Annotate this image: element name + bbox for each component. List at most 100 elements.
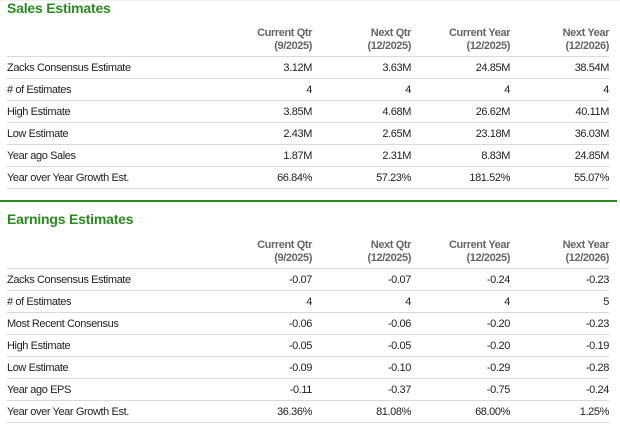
row-value: 66.84% (277, 171, 312, 184)
row-value: 36.03M (574, 127, 610, 140)
row-value: -0.24 (585, 383, 609, 396)
column-header-label: Next Qtr (370, 27, 412, 39)
row-value: 3.63M (382, 61, 411, 74)
column-header-period: (9/2025) (274, 40, 312, 52)
row-value: 4 (504, 295, 510, 308)
row-value: 4.68M (382, 105, 411, 118)
sales-estimates-table: Current Qtr (9/2025) Next Qtr (12/2025) Curr… (7, 24, 609, 189)
row-value: -0.07 (288, 273, 312, 286)
column-header-period: (12/2025) (367, 40, 412, 52)
column-header-label: Current Year (448, 239, 510, 251)
row-value: 4 (306, 295, 312, 308)
column-header: Next Year (12/2026) (510, 27, 610, 53)
section-title: Earnings Estimates (7, 211, 134, 227)
row-label: Most Recent Consensus (7, 317, 119, 330)
row-value: 181.52% (469, 171, 510, 184)
row-label: High Estimate (7, 105, 71, 118)
section-divider (0, 200, 617, 202)
row-value: 4 (405, 295, 411, 308)
row-value: 2.43M (283, 127, 312, 140)
row-value: -0.20 (486, 317, 510, 330)
column-header-period: (12/2025) (466, 252, 511, 264)
column-header: Current Year (12/2025) (411, 27, 510, 53)
row-value: 26.62M (475, 105, 511, 118)
column-header-label: Current Qtr (257, 239, 312, 251)
row-value: 4 (306, 83, 312, 96)
row-value: 5 (603, 295, 609, 308)
row-value: 4 (603, 83, 609, 96)
row-value: -0.09 (288, 361, 312, 374)
table-row: High Estimate 3.85M 4.68M 26.62M 40.11M (7, 101, 609, 123)
table-row: Low Estimate 2.43M 2.65M 23.18M 36.03M (7, 123, 609, 145)
row-value: -0.23 (585, 273, 609, 286)
row-value: 38.54M (574, 61, 610, 74)
table-row: Zacks Consensus Estimate -0.07 -0.07 -0.24 -… (7, 269, 609, 291)
row-label: High Estimate (7, 339, 71, 352)
row-label: Year ago EPS (7, 383, 71, 396)
table-row: # of Estimates 4 4 4 5 (7, 291, 609, 313)
row-value: 68.00% (475, 405, 510, 418)
row-value: 57.23% (376, 171, 411, 184)
row-label: Year ago Sales (7, 149, 76, 162)
row-label: Zacks Consensus Estimate (7, 61, 131, 74)
row-value: 40.11M (575, 105, 610, 118)
table-header-row: Current Qtr (9/2025) Next Qtr (12/2025) Curr… (7, 236, 609, 269)
row-value: -0.06 (387, 317, 411, 330)
row-value: -0.24 (486, 273, 510, 286)
column-header: Current Qtr (9/2025) (212, 27, 312, 53)
column-header-label: Next Year (562, 27, 610, 39)
table-row: High Estimate -0.05 -0.05 -0.20 -0.19 (7, 335, 609, 357)
table-row: Most Recent Consensus -0.06 -0.06 -0.20 -0.2… (7, 313, 609, 335)
row-value: 81.08% (376, 405, 411, 418)
row-label: Year over Year Growth Est. (7, 171, 129, 184)
row-value: -0.19 (585, 339, 609, 352)
row-value: 4 (504, 83, 510, 96)
column-header-label: Next Year (562, 239, 610, 251)
row-label: # of Estimates (7, 83, 72, 96)
row-value: -0.05 (288, 339, 312, 352)
table-row: Zacks Consensus Estimate 3.12M 3.63M 24.85M… (7, 57, 609, 79)
row-value: 3.85M (283, 105, 312, 118)
column-header-period: (12/2026) (565, 252, 610, 264)
row-value: -0.29 (486, 361, 510, 374)
column-header: Next Year (12/2026) (510, 239, 610, 265)
row-value: -0.11 (289, 383, 313, 396)
column-header: Next Qtr (12/2025) (312, 27, 412, 53)
row-value: 55.07% (574, 171, 609, 184)
column-header-period: (12/2025) (367, 252, 412, 264)
row-value: 4 (405, 83, 411, 96)
table-row: Low Estimate -0.09 -0.10 -0.29 -0.28 (7, 357, 609, 379)
row-value: -0.75 (486, 383, 510, 396)
row-value: 24.85M (574, 149, 610, 162)
row-value: -0.10 (387, 361, 411, 374)
column-header: Current Qtr (9/2025) (212, 239, 312, 265)
row-value: -0.23 (585, 317, 609, 330)
row-value: -0.28 (585, 361, 609, 374)
row-value: 36.36% (277, 405, 312, 418)
row-label: Zacks Consensus Estimate (7, 273, 131, 286)
column-header-label: Next Qtr (370, 239, 412, 251)
column-header-period: (12/2025) (466, 40, 511, 52)
row-value: 24.85M (475, 61, 511, 74)
row-label: Low Estimate (7, 127, 69, 140)
row-value: 2.31M (382, 149, 411, 162)
row-value: 23.18M (475, 127, 511, 140)
table-row: Year over Year Growth Est. 66.84% 57.23% 18… (7, 167, 609, 189)
table-row: Year ago Sales 1.87M 2.31M 8.83M 24.85M (7, 145, 609, 167)
row-label: # of Estimates (7, 295, 72, 308)
table-row: # of Estimates 4 4 4 4 (7, 79, 609, 101)
row-label: Low Estimate (7, 361, 69, 374)
column-header: Current Year (12/2025) (411, 239, 510, 265)
row-value: -0.05 (387, 339, 411, 352)
column-header-period: (12/2026) (565, 40, 610, 52)
row-value: 1.87M (283, 149, 312, 162)
section-title: Sales Estimates (7, 0, 111, 16)
row-value: 8.83M (481, 149, 510, 162)
column-header: Next Qtr (12/2025) (312, 239, 412, 265)
row-value: -0.20 (486, 339, 510, 352)
column-header-label: Current Qtr (257, 27, 312, 39)
row-value: 3.12M (283, 61, 312, 74)
table-row: Year ago EPS -0.11 -0.37 -0.75 -0.24 (7, 379, 609, 401)
row-value: 1.25% (579, 405, 610, 418)
top-border (0, 0, 620, 1)
